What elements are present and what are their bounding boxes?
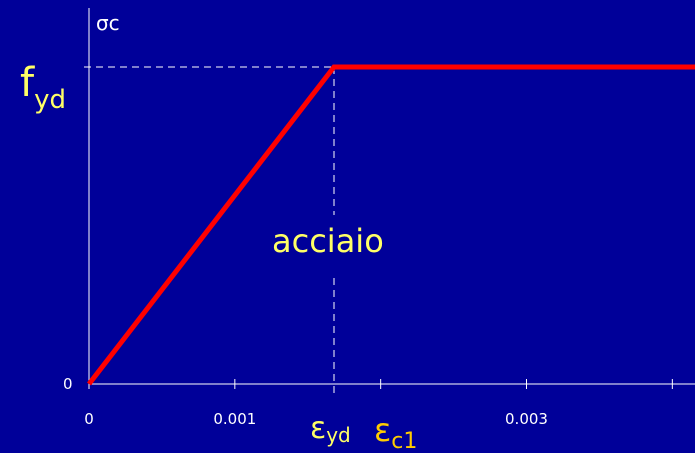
y-axis-label: σc: [96, 11, 120, 35]
stress-strain-curve: [87, 64, 695, 386]
axes: 0 0.001 0.003 0: [63, 8, 695, 428]
x-marker-label: εyd: [310, 411, 351, 447]
x-tick-label: 0.001: [213, 410, 256, 428]
annotation-acciaio: acciaio: [272, 222, 384, 260]
y-marker-label: fyd: [20, 60, 66, 115]
marker-lines: [84, 66, 335, 395]
chart-labels: σc fyd acciaio εyd εc1: [20, 11, 417, 453]
x-tick-label: 0.003: [505, 410, 548, 428]
x-tick-label: 0: [84, 410, 94, 428]
x-marker-2-label: εc1: [374, 411, 417, 453]
y-tick-label: 0: [63, 375, 73, 393]
series: [87, 64, 695, 386]
